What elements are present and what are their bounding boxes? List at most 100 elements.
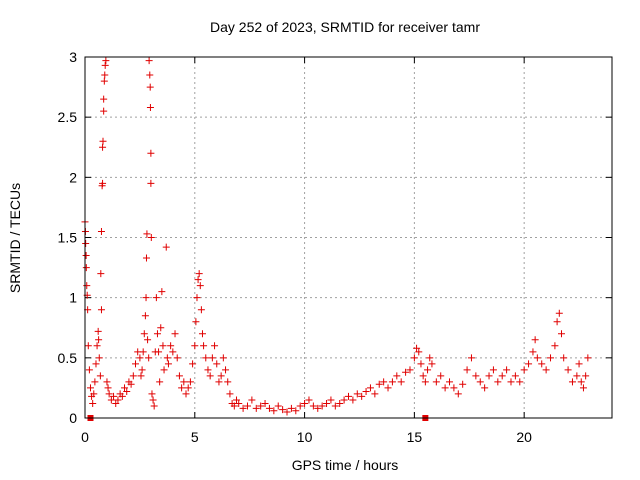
data-point (560, 354, 568, 362)
data-point (525, 360, 533, 368)
data-point (292, 407, 300, 415)
data-point (397, 378, 405, 386)
data-point (507, 378, 515, 386)
data-point (301, 400, 309, 408)
data-point (150, 402, 158, 410)
data-point (143, 230, 151, 238)
data-point (426, 354, 434, 362)
data-point (84, 342, 92, 350)
data-point (454, 390, 462, 398)
data-point (362, 388, 370, 396)
data-point (481, 384, 489, 392)
data-series (81, 57, 592, 421)
y-tick-label: 1 (69, 290, 77, 306)
data-point (494, 378, 502, 386)
data-point (283, 408, 291, 416)
data-point (95, 336, 103, 344)
data-point (127, 380, 135, 388)
data-point (184, 384, 192, 392)
data-point (235, 400, 243, 408)
data-point (459, 380, 467, 388)
data-point (564, 366, 572, 374)
data-point (421, 378, 429, 386)
axis-ticks: 0 0.5 1 1.5 2 2.5 3 0 5 10 15 20 (58, 49, 612, 445)
y-tick-label: 0.5 (58, 350, 78, 366)
data-point (384, 384, 392, 392)
data-point (388, 378, 396, 386)
data-point (186, 378, 194, 386)
data-point (86, 384, 94, 392)
y-tick-label: 2 (69, 169, 77, 185)
data-point (211, 342, 219, 350)
data-point (309, 402, 317, 410)
data-point (463, 366, 471, 374)
data-point (441, 384, 449, 392)
data-point (371, 390, 379, 398)
data-point (145, 57, 153, 65)
data-point (169, 348, 177, 356)
data-point (393, 372, 401, 380)
data-point (145, 354, 153, 362)
data-point (146, 71, 154, 79)
data-point (233, 396, 241, 404)
data-point (162, 243, 170, 251)
data-point (198, 330, 206, 338)
data-point (99, 179, 107, 187)
data-point (417, 360, 425, 368)
data-point (97, 270, 105, 278)
data-point (200, 342, 208, 350)
data-point (213, 360, 221, 368)
data-point (327, 396, 335, 404)
data-point (158, 288, 166, 296)
data-point (132, 360, 140, 368)
data-point (147, 149, 155, 157)
data-point (419, 372, 427, 380)
data-point (105, 390, 113, 398)
data-point (155, 348, 163, 356)
data-point (406, 366, 414, 374)
data-point (511, 372, 519, 380)
data-point (90, 390, 98, 398)
data-point (410, 354, 418, 362)
data-point (152, 294, 160, 302)
data-point (485, 372, 493, 380)
data-point (353, 390, 361, 398)
data-point (432, 378, 440, 386)
data-point (538, 360, 546, 368)
data-point (257, 402, 265, 410)
data-point (192, 318, 200, 326)
data-point (217, 372, 225, 380)
data-point (274, 402, 282, 410)
data-point (323, 400, 331, 408)
y-axis-label: SRMTID / TECUs (7, 183, 23, 293)
data-point (222, 366, 230, 374)
data-point (157, 324, 165, 332)
chart-title: Day 252 of 2023, SRMTID for receiver tam… (210, 19, 480, 35)
y-tick-label: 3 (69, 49, 77, 65)
data-point (175, 372, 183, 380)
data-point (230, 402, 238, 410)
data-point (129, 372, 137, 380)
data-point (173, 354, 181, 362)
data-point (314, 404, 322, 412)
data-point (82, 252, 90, 260)
data-point (204, 366, 212, 374)
data-point (516, 378, 524, 386)
data-point (96, 372, 104, 380)
data-point (147, 234, 155, 241)
data-point (138, 366, 146, 374)
data-point (366, 384, 374, 392)
data-point (252, 404, 260, 412)
data-point (94, 327, 102, 335)
data-point (193, 294, 201, 302)
data-point (137, 372, 145, 380)
data-point (415, 348, 423, 356)
data-point (101, 61, 109, 69)
data-point (529, 348, 537, 356)
data-point (156, 378, 164, 386)
data-point (551, 342, 559, 350)
data-point (85, 366, 93, 374)
data-point (82, 264, 90, 272)
data-point (402, 368, 410, 376)
data-point (136, 354, 144, 362)
